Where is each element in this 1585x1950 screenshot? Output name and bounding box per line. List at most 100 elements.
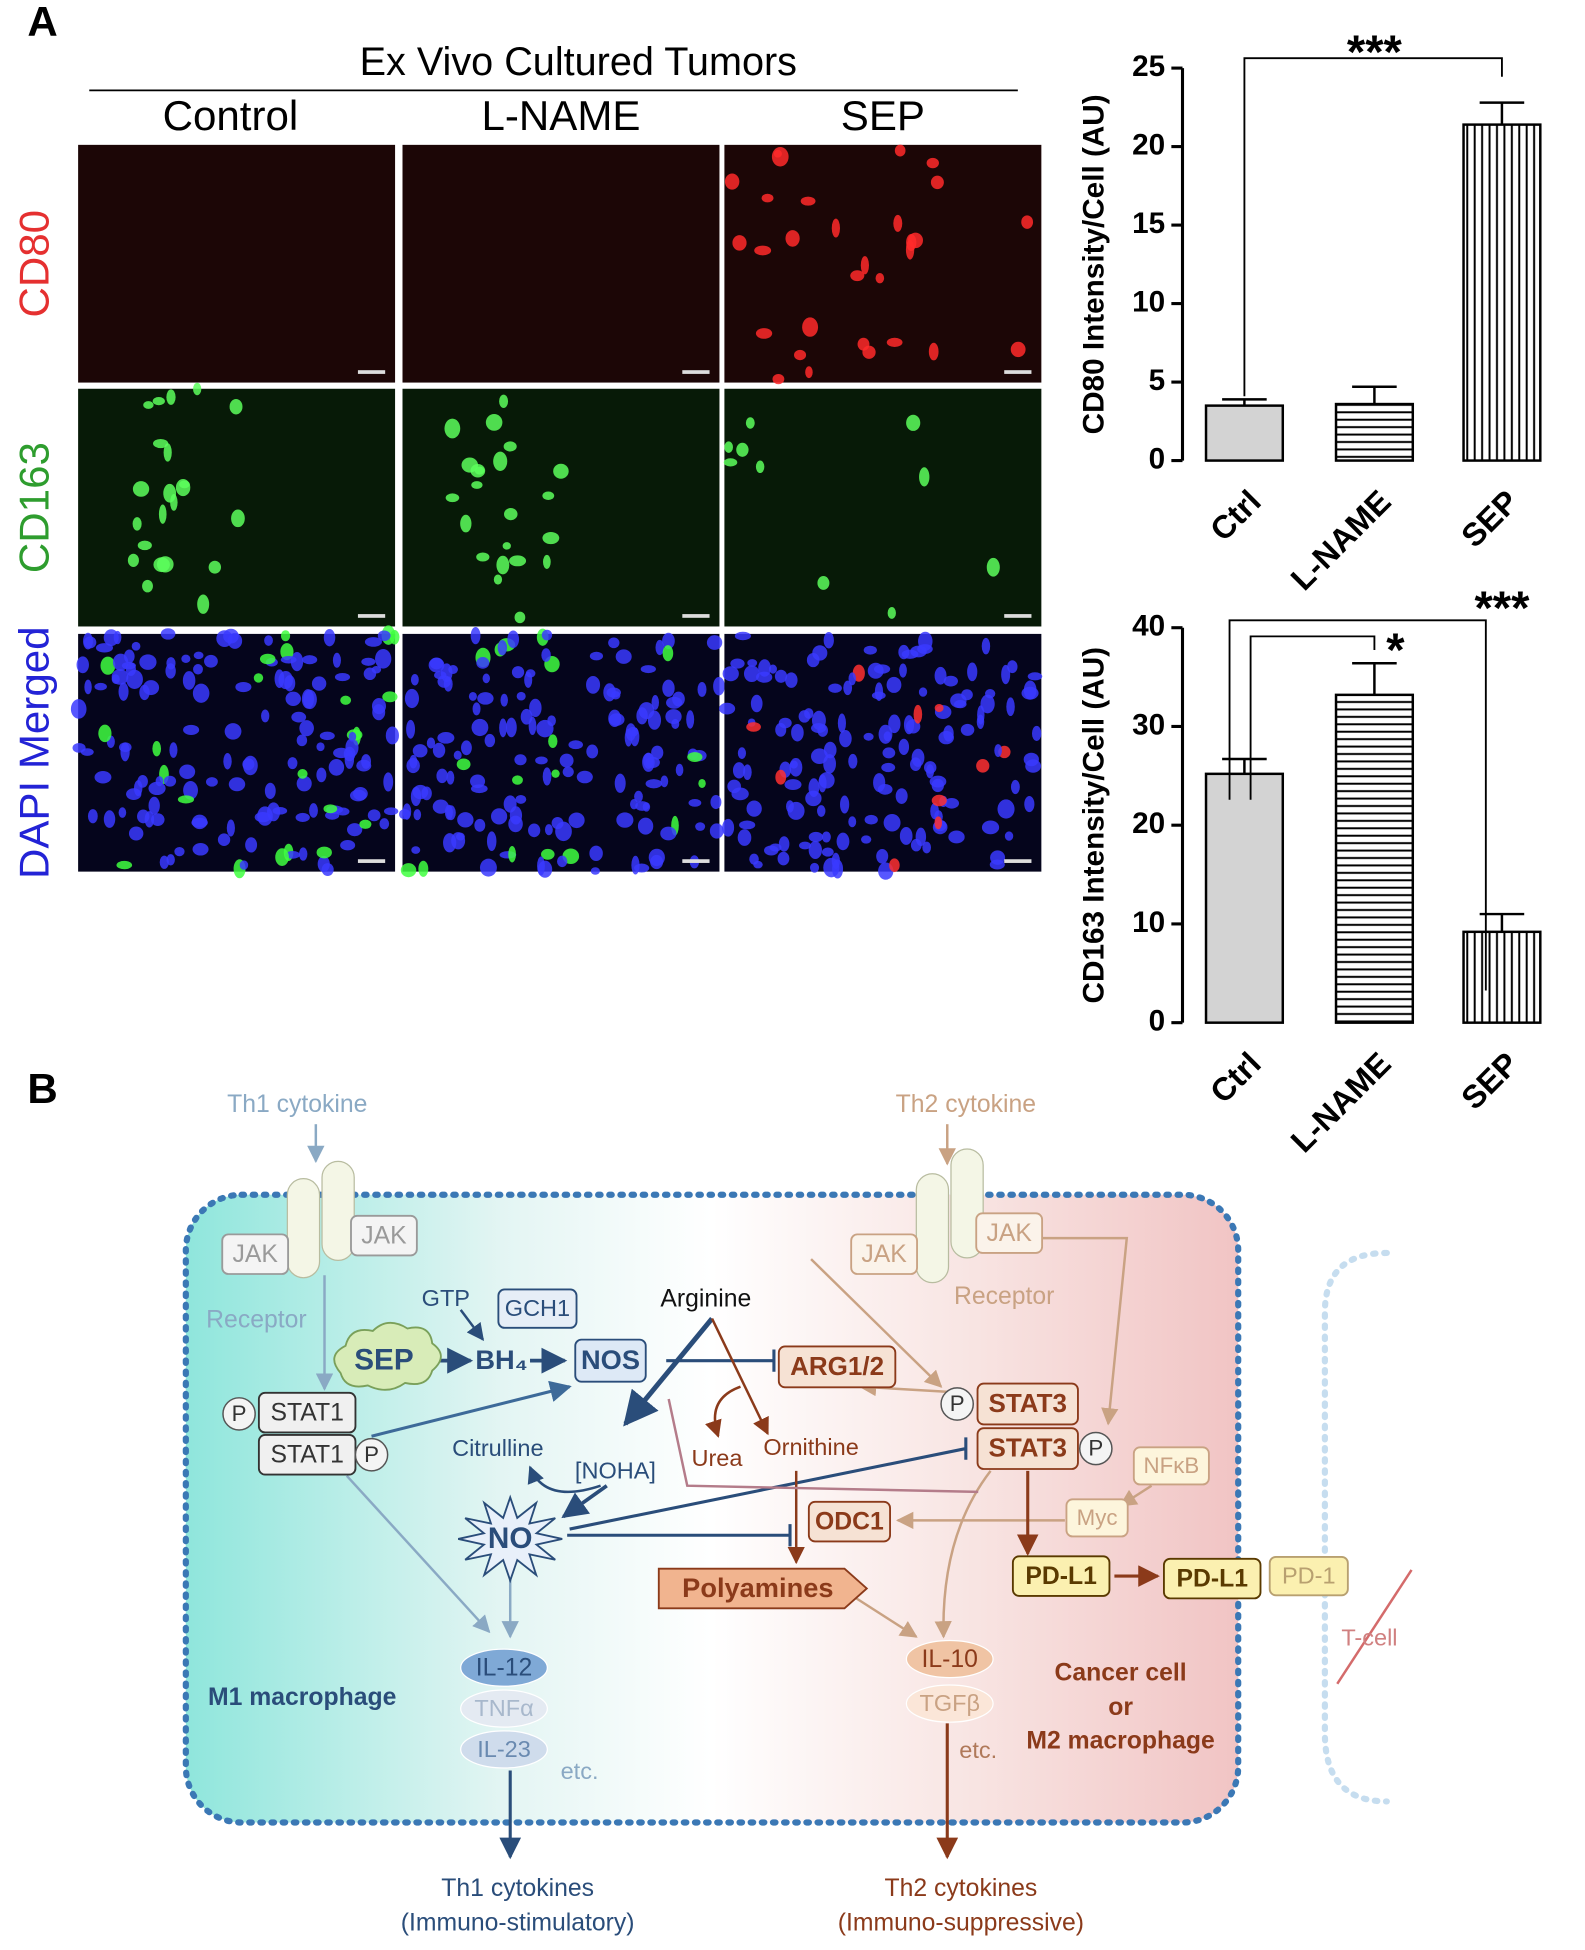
cell-signal bbox=[541, 848, 555, 860]
cell-signal bbox=[474, 818, 486, 832]
cell-signal bbox=[662, 645, 674, 662]
cell-signal bbox=[163, 483, 177, 503]
micrograph bbox=[78, 144, 396, 383]
cell-signal bbox=[732, 762, 746, 779]
cell-signal bbox=[253, 673, 264, 683]
cytokine bbox=[460, 1730, 548, 1769]
cell-signal bbox=[118, 807, 127, 818]
phospho bbox=[940, 1387, 975, 1421]
diagram-label: NO bbox=[488, 1522, 533, 1555]
cell-signal bbox=[821, 831, 831, 843]
receptor bbox=[950, 1148, 984, 1259]
cell-signal bbox=[504, 508, 518, 521]
cell-signal bbox=[750, 694, 763, 713]
cell-signal bbox=[754, 245, 772, 256]
cell-signal bbox=[589, 845, 603, 862]
cell-signal bbox=[615, 649, 632, 664]
diagram-label: ARG1/2 bbox=[790, 1351, 884, 1381]
cell-signal bbox=[340, 695, 352, 705]
cell-signal bbox=[163, 443, 172, 462]
cell-signal bbox=[411, 846, 421, 854]
diagram-label: PD-1 bbox=[1282, 1563, 1336, 1589]
cell-signal bbox=[943, 725, 954, 742]
cell-signal bbox=[153, 557, 170, 573]
cell-signal bbox=[98, 724, 112, 743]
cell-signal bbox=[375, 649, 392, 669]
cell-signal bbox=[686, 710, 695, 729]
cell-signal bbox=[675, 763, 684, 777]
cell-signal bbox=[485, 414, 503, 431]
diagram-label: Th2 cytokine bbox=[896, 1091, 1036, 1118]
cell-signal bbox=[285, 691, 301, 706]
cell-signal bbox=[406, 719, 416, 739]
cell-signal bbox=[542, 767, 552, 786]
cell-signal bbox=[316, 846, 332, 859]
cell-signal bbox=[749, 853, 759, 865]
cell-signal bbox=[821, 847, 834, 857]
scale-bar bbox=[682, 370, 710, 374]
cell-signal bbox=[461, 740, 472, 756]
cell-signal bbox=[193, 651, 204, 660]
node-box bbox=[221, 1233, 290, 1275]
x-tick-label: L-NAME bbox=[1284, 483, 1398, 597]
cell-signal bbox=[132, 517, 142, 531]
scale-bar bbox=[1004, 370, 1032, 374]
cell-signal bbox=[747, 659, 758, 667]
cell-signal bbox=[727, 779, 741, 794]
cell-signal bbox=[183, 724, 200, 735]
cell-signal bbox=[756, 671, 773, 683]
significance-bracket bbox=[1243, 57, 1503, 397]
cell-signal bbox=[316, 742, 325, 752]
cell-signal bbox=[502, 542, 511, 550]
cell-signal bbox=[793, 349, 807, 361]
cell-signal bbox=[235, 681, 252, 693]
diagram-label: IL-12 bbox=[476, 1654, 532, 1681]
cell-signal bbox=[773, 149, 782, 158]
cell-signal bbox=[224, 723, 242, 740]
cell-signal bbox=[371, 666, 382, 674]
cell-signal bbox=[259, 653, 276, 665]
node-box bbox=[497, 1288, 578, 1329]
cell-signal bbox=[347, 823, 363, 837]
cell-signal bbox=[734, 631, 751, 641]
cell-signal bbox=[542, 531, 560, 545]
cell-signal bbox=[737, 829, 752, 846]
cell-signal bbox=[894, 144, 906, 157]
cell-signal bbox=[817, 724, 828, 737]
diagram-label: STAT1 bbox=[270, 1399, 343, 1426]
cell-signal bbox=[133, 780, 143, 797]
cell-signal bbox=[471, 718, 489, 737]
cell-signal bbox=[418, 860, 429, 877]
cell-signal bbox=[193, 382, 202, 396]
node-box bbox=[350, 1214, 418, 1257]
bar bbox=[1462, 930, 1542, 1024]
cell-signal bbox=[436, 768, 448, 784]
cell-signal bbox=[823, 631, 834, 649]
cell-signal bbox=[808, 831, 824, 843]
cloud bbox=[333, 1321, 442, 1391]
cell-signal bbox=[840, 795, 850, 814]
cell-signal bbox=[311, 676, 327, 691]
cell-signal bbox=[888, 714, 901, 734]
cell-signal bbox=[516, 691, 526, 701]
y-axis-label: CD80 Intensity/Cell (AU) bbox=[1078, 94, 1111, 434]
cell-signal bbox=[548, 734, 558, 749]
cell-signal bbox=[223, 628, 239, 644]
cell-signal bbox=[139, 684, 150, 701]
diagram-label: Citrulline bbox=[452, 1435, 543, 1461]
cell-signal bbox=[482, 673, 491, 684]
cell-signal bbox=[960, 723, 975, 736]
cell-signal bbox=[499, 718, 507, 738]
cell-signal bbox=[486, 831, 497, 851]
scale-bar bbox=[1004, 614, 1032, 618]
cell-signal bbox=[976, 759, 990, 773]
cell-signal bbox=[662, 679, 675, 697]
cell-signal bbox=[334, 672, 351, 682]
cell-signal bbox=[118, 682, 129, 701]
cell-signal bbox=[899, 663, 907, 678]
arrow bbox=[667, 1398, 979, 1494]
cell-signal bbox=[919, 467, 930, 487]
bar bbox=[1334, 402, 1415, 462]
cell-signal bbox=[695, 822, 706, 831]
